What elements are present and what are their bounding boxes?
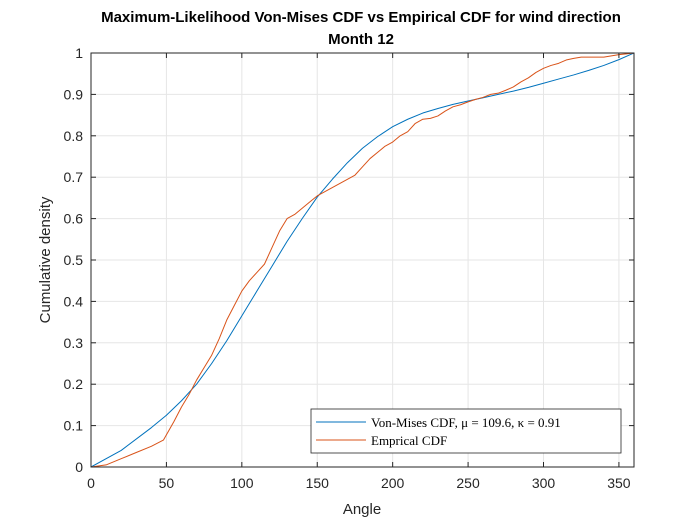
legend-label-empirical: Emprical CDF [371,433,447,448]
x-axis-label: Angle [343,501,381,518]
y-tick-label: 0.9 [64,86,84,102]
x-tick-label: 0 [87,475,95,491]
legend: Von-Mises CDF, μ = 109.6, κ = 0.91 Empri… [310,408,622,454]
y-tick-label: 0.4 [64,293,84,309]
von-mises-cdf-line [91,53,634,467]
x-tick-label: 300 [532,475,556,491]
legend-label-von-mises: Von-Mises CDF, μ = 109.6, κ = 0.91 [371,415,561,430]
y-axis-ticks: 0 0.1 0.2 0.3 0.4 0.5 0.6 0.7 0.8 0.9 1 [64,45,634,475]
chart-title: Maximum-Likelihood Von-Mises CDF vs Empi… [101,9,621,26]
y-tick-label: 0.3 [64,335,84,351]
y-tick-label: 0.2 [64,376,84,392]
y-tick-label: 0.6 [64,211,84,227]
y-tick-label: 0.8 [64,128,84,144]
x-tick-label: 100 [230,475,254,491]
x-tick-label: 50 [159,475,175,491]
series-layer [91,53,634,467]
y-axis-label: Cumulative density [37,196,54,323]
x-axis-ticks: 0 50 100 150 200 250 300 350 [87,53,631,491]
y-tick-label: 0.7 [64,169,84,185]
x-tick-label: 250 [456,475,480,491]
empirical-cdf-line [91,53,634,467]
y-tick-label: 0 [75,459,83,475]
y-tick-label: 1 [75,45,83,61]
y-tick-label: 0.5 [64,252,84,268]
legend-box [310,408,622,454]
y-tick-label: 0.1 [64,418,84,434]
chart-subtitle: Month 12 [328,31,394,48]
x-tick-label: 150 [306,475,330,491]
grid-lines [91,53,634,467]
x-tick-label: 350 [607,475,631,491]
x-tick-label: 200 [381,475,405,491]
